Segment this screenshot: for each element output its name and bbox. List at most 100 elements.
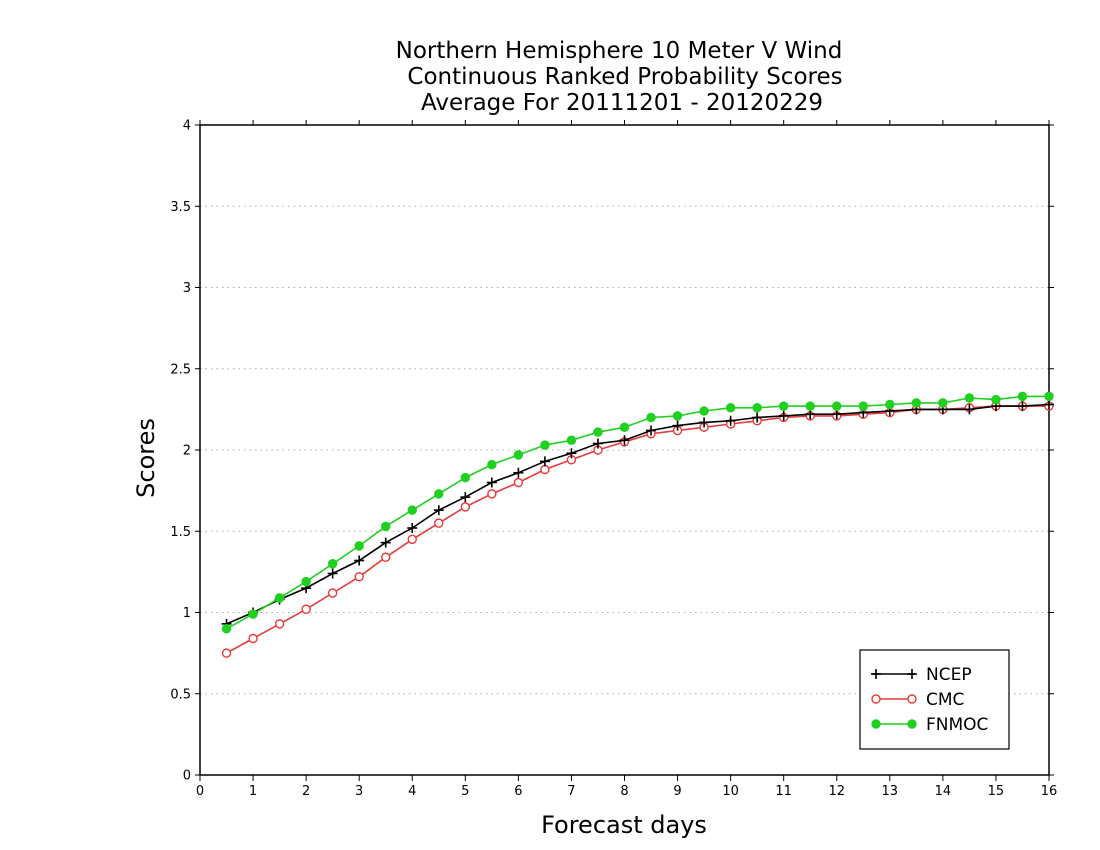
data-point-cmc bbox=[301, 604, 311, 614]
data-point-ncep bbox=[327, 568, 338, 579]
data-point-ncep bbox=[831, 409, 842, 420]
data-point-cmc bbox=[460, 502, 471, 512]
y-axis-label: Scores bbox=[132, 418, 160, 498]
data-point-fnmoc bbox=[513, 450, 524, 460]
data-point-fnmoc bbox=[487, 459, 497, 470]
data-point-ncep bbox=[672, 420, 683, 431]
legend-item-cmc: CMC bbox=[871, 690, 964, 710]
y-axis: 0 0.5 1 1.5 2 2.5 3 3.5 4 bbox=[170, 119, 1054, 784]
x-axis-label: Forecast days bbox=[541, 811, 707, 839]
x-tick-label: 15 bbox=[988, 784, 1005, 799]
series-layer bbox=[221, 391, 1054, 658]
legend-marker-ncep bbox=[907, 669, 917, 679]
data-point-fnmoc bbox=[1044, 391, 1054, 402]
data-point-ncep bbox=[699, 417, 710, 428]
x-tick-label: 0 bbox=[196, 784, 204, 799]
data-point-cmc bbox=[221, 648, 232, 658]
data-point-ncep bbox=[539, 456, 550, 467]
grid-lines bbox=[200, 205, 1049, 695]
data-point-ncep bbox=[433, 505, 444, 516]
x-tick-label: 8 bbox=[620, 784, 628, 799]
legend-marker-fnmoc bbox=[871, 719, 881, 729]
x-tick-label: 3 bbox=[355, 784, 363, 799]
data-point-fnmoc bbox=[593, 427, 603, 437]
legend-label-cmc: CMC bbox=[926, 690, 964, 710]
x-tick-label: 1 bbox=[249, 784, 257, 799]
series-line-cmc bbox=[226, 405, 1049, 654]
legend-marker-ncep bbox=[871, 669, 881, 679]
x-tick-label: 14 bbox=[935, 784, 952, 799]
y-tick-label: 1 bbox=[183, 606, 191, 621]
legend-item-ncep: NCEP bbox=[871, 665, 972, 685]
data-point-fnmoc bbox=[434, 489, 444, 499]
data-point-fnmoc bbox=[460, 472, 471, 483]
data-point-fnmoc bbox=[858, 401, 868, 411]
data-point-ncep bbox=[646, 425, 657, 436]
data-point-ncep bbox=[407, 523, 418, 533]
y-tick-label: 2.5 bbox=[170, 362, 191, 377]
data-point-fnmoc bbox=[407, 505, 417, 515]
x-axis: 0 1 2 3 4 5 6 7 8 9 10 11 12 13 14 15 16 bbox=[196, 120, 1057, 799]
y-tick-label: 2 bbox=[183, 444, 191, 459]
data-point-cmc bbox=[381, 552, 391, 562]
data-point-fnmoc bbox=[778, 401, 789, 411]
y-tick-label: 1.5 bbox=[170, 525, 191, 540]
data-point-ncep bbox=[354, 555, 365, 566]
data-point-fnmoc bbox=[832, 401, 842, 411]
data-point-cmc bbox=[274, 619, 285, 629]
x-tick-label: 6 bbox=[514, 784, 522, 799]
data-point-ncep bbox=[1017, 401, 1028, 412]
data-point-ncep bbox=[752, 412, 763, 423]
x-tick-label: 13 bbox=[882, 784, 899, 799]
x-tick-label: 11 bbox=[775, 784, 792, 799]
data-point-ncep bbox=[460, 492, 471, 503]
x-tick-label: 4 bbox=[408, 784, 416, 799]
data-point-cmc bbox=[513, 477, 524, 488]
data-point-cmc bbox=[407, 534, 417, 545]
chart-title: Northern Hemisphere 10 Meter V Wind Cont… bbox=[396, 38, 843, 116]
series-ncep bbox=[221, 399, 1054, 629]
legend-marker-cmc bbox=[907, 694, 917, 704]
data-point-fnmoc bbox=[381, 521, 391, 532]
data-point-ncep bbox=[1044, 399, 1054, 410]
data-point-cmc bbox=[434, 518, 444, 528]
data-point-fnmoc bbox=[805, 401, 815, 411]
data-point-fnmoc bbox=[248, 609, 258, 619]
data-point-fnmoc bbox=[540, 440, 550, 450]
series-fnmoc bbox=[221, 391, 1054, 634]
legend-marker-fnmoc bbox=[907, 719, 917, 729]
series-line-fnmoc bbox=[226, 395, 1049, 630]
legend-label-ncep: NCEP bbox=[926, 665, 972, 685]
x-tick-label: 9 bbox=[673, 784, 681, 799]
legend-item-fnmoc: FNMOC bbox=[871, 715, 988, 735]
data-point-fnmoc bbox=[619, 422, 630, 432]
data-point-fnmoc bbox=[274, 593, 285, 603]
y-tick-label: 3 bbox=[183, 281, 191, 296]
data-point-cmc bbox=[327, 588, 338, 598]
data-point-ncep bbox=[805, 409, 816, 420]
legend: NCEP CMC FNMOC bbox=[859, 649, 1010, 750]
data-point-cmc bbox=[248, 633, 258, 644]
data-point-fnmoc bbox=[327, 559, 338, 569]
data-point-fnmoc bbox=[1017, 391, 1028, 402]
data-point-ncep bbox=[513, 467, 524, 478]
data-point-fnmoc bbox=[752, 403, 762, 413]
y-tick-label: 4 bbox=[183, 119, 191, 134]
y-tick-label: 3.5 bbox=[170, 200, 191, 215]
data-point-ncep bbox=[380, 537, 391, 548]
legend-marker-cmc bbox=[871, 694, 881, 704]
y-tick-label: 0.5 bbox=[170, 687, 191, 702]
data-point-ncep bbox=[486, 477, 497, 488]
data-point-fnmoc bbox=[938, 398, 948, 408]
data-point-cmc bbox=[487, 489, 497, 499]
y-tick-label: 0 bbox=[183, 769, 191, 784]
data-point-ncep bbox=[964, 404, 975, 415]
legend-label-fnmoc: FNMOC bbox=[926, 715, 988, 735]
x-tick-label: 16 bbox=[1041, 784, 1058, 799]
data-point-fnmoc bbox=[991, 394, 1001, 405]
data-point-fnmoc bbox=[911, 398, 922, 408]
data-point-ncep bbox=[725, 415, 736, 426]
data-point-fnmoc bbox=[646, 412, 656, 423]
data-point-cmc bbox=[540, 464, 550, 475]
